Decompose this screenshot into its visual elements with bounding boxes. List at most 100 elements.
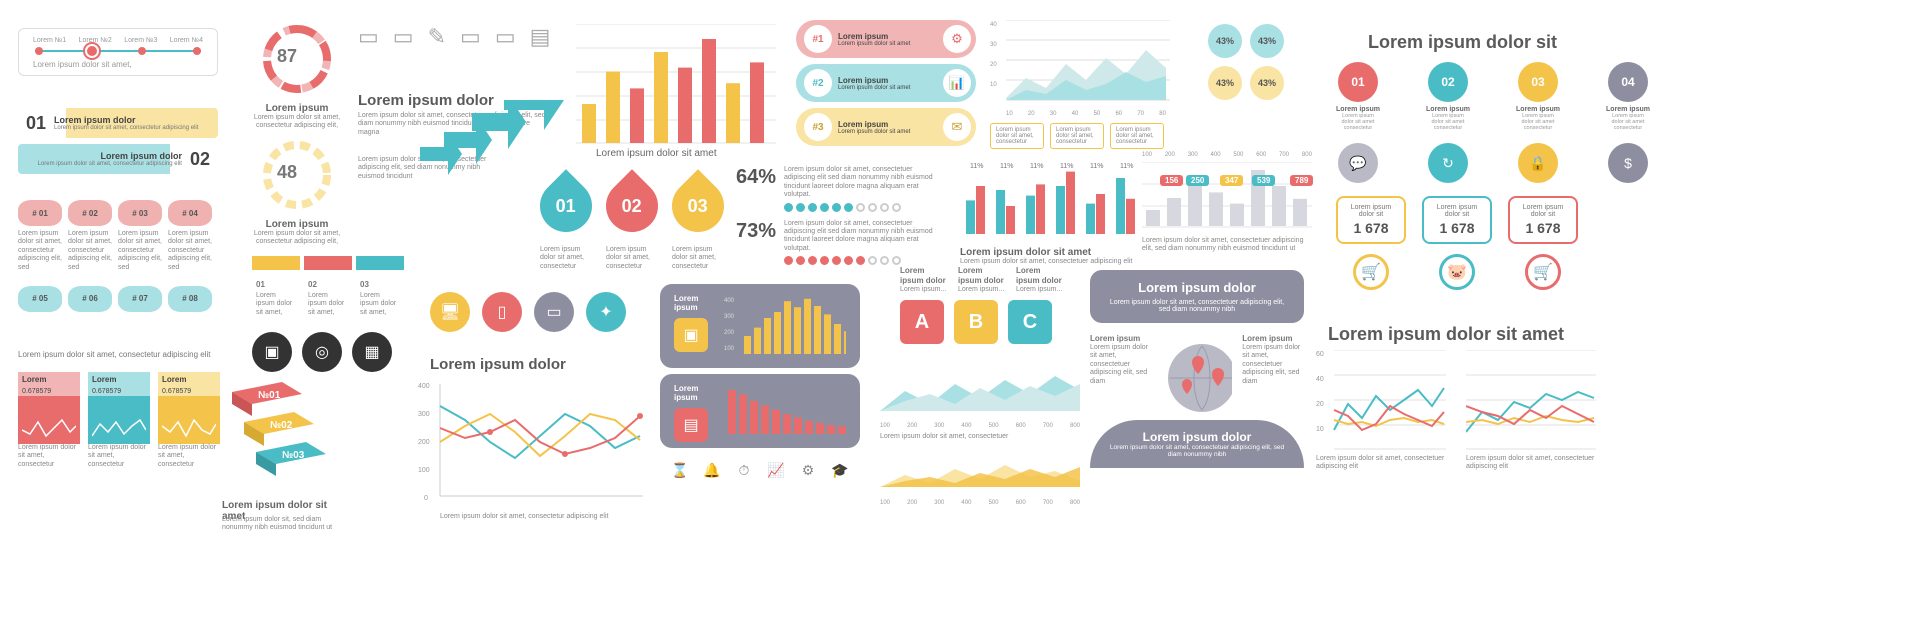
stopwatch-icon: ⏱ (734, 462, 754, 479)
svg-text:№02: №02 (270, 420, 293, 431)
notebook-icon: ▭ (393, 24, 414, 50)
bell-icon: 🔔 (702, 462, 722, 479)
dual-line-charts: 60402010 Lorem ipsum dolor sit amet, con… (1316, 350, 1596, 472)
money-icon: $ (1608, 143, 1648, 183)
mail-icon: ✉ (943, 113, 971, 141)
book-icon: ▭ (358, 24, 379, 50)
gauge-87: 87 Lorem ipsum Lorem ipsum dolor sit ame… (252, 24, 342, 131)
svg-text:40: 40 (1316, 376, 1324, 383)
svg-text:400: 400 (418, 383, 430, 390)
hand-icon: ✦ (586, 292, 626, 332)
cap-icon: 🎓 (830, 462, 850, 479)
pill-3[interactable]: #3 Lorem ipsumLorem ipsum dolor sit amet… (796, 108, 976, 146)
badge-briefcase-icon: ▦ (352, 332, 392, 372)
svg-text:200: 200 (418, 439, 430, 446)
badge-chart-icon: ▣ (252, 332, 292, 372)
gear-icon: ⚙ (798, 462, 818, 479)
svg-text:10: 10 (1316, 426, 1324, 433)
svg-text:100: 100 (724, 346, 735, 352)
id-icon: ▭ (534, 292, 574, 332)
dbl-area: 100200300400500600700800 Lorem ipsum dol… (880, 356, 1080, 506)
svg-text:20: 20 (1316, 401, 1324, 408)
svg-text:20: 20 (990, 62, 997, 68)
iso-block-1: №01 (232, 382, 302, 416)
pill-2[interactable]: #2 Lorem ipsumLorem ipsum dolor sit amet… (796, 64, 976, 102)
globe-block: Lorem ipsumLorem ipsum dolor sit amet, c… (1090, 334, 1304, 468)
timeline-line (35, 50, 201, 52)
svg-text:11%: 11% (1060, 163, 1074, 170)
pencil-icon: ✎ (428, 24, 446, 50)
pill-1[interactable]: #1 Lorem ipsumLorem ipsum dolor sit amet… (796, 20, 976, 58)
panel-bars: Lorem ipsum ▤ (660, 374, 860, 448)
pct-bubbles: 43% 43% 43% 43% (1208, 24, 1284, 100)
svg-text:100: 100 (418, 467, 430, 474)
svg-text:300: 300 (418, 411, 430, 418)
spark-card-2: Lorem 0.678579 Lorem ipsum dolor sit ame… (88, 372, 150, 469)
bar-grid (576, 24, 776, 149)
price-cards: Lorem ipsum dolor sit1 678 🛒 Lorem ipsum… (1336, 196, 1578, 290)
ribbon-02: 02 Lorem ipsum dolorLorem ipsum dolor si… (18, 144, 218, 174)
timeline-card: Lorem №1Lorem №2 Lorem №3Lorem №4 Lorem … (18, 28, 218, 76)
chat-icon: 💬 (1338, 143, 1378, 183)
chart-icon: 📊 (943, 69, 971, 97)
timeline-labels: Lorem №1Lorem №2 Lorem №3Lorem №4 (33, 37, 203, 44)
spark-card-1: Lorem 0.678579 Lorem ipsum dolor sit ame… (18, 372, 80, 469)
ribbon-01: 01 Lorem ipsum dolorLorem ipsum dolor si… (18, 108, 218, 138)
svg-text:11%: 11% (1090, 163, 1104, 170)
svg-text:№03: №03 (282, 450, 305, 461)
refresh-icon: ↻ (1428, 143, 1468, 183)
line-chart: 4003002001000 Lorem ipsum dolor sit amet… (418, 378, 648, 521)
title-bottom-right: Lorem ipsum dolor sit amet (1328, 324, 1564, 345)
spark-cards: Lorem 0.678579 Lorem ipsum dolor sit ame… (18, 372, 220, 469)
area-chart: 40302010 1020304050607080 Lorem ipsum do… (990, 20, 1170, 149)
drops: 01Lorem ipsum dolor sit amet, consectetu… (540, 180, 724, 271)
gauge-48: 48 Lorem ipsum Lorem ipsum dolor sit ame… (252, 140, 342, 247)
abc-block: Lorem ipsum dolorLorem ipsum... Lorem ip… (900, 266, 1080, 344)
panel-hist: Lorem ipsum ▣ 400300200100 (660, 284, 860, 368)
svg-text:200: 200 (724, 330, 735, 336)
svg-text:60: 60 (1316, 351, 1324, 358)
iso-blocks: №01 №02 №03 (222, 372, 342, 497)
pills: #1 Lorem ipsumLorem ipsum dolor sit amet… (796, 20, 976, 152)
iso-block-2: №02 (244, 412, 314, 446)
badge-row-color: 🖥 ▯ ▭ ✦ (430, 292, 626, 332)
fold-tabs: 01Lorem ipsum dolor sit amet, 02Lorem ip… (252, 256, 404, 322)
svg-text:10: 10 (990, 82, 997, 88)
bars-icon: ▤ (530, 24, 551, 50)
svg-text:№01: №01 (258, 390, 281, 401)
title-right: Lorem ipsum dolor sit (1368, 32, 1557, 53)
svg-text:300: 300 (724, 314, 735, 320)
timeline-caption: Lorem ipsum dolor sit amet, (33, 60, 203, 69)
svg-text:11%: 11% (1030, 163, 1044, 170)
steps-4: 01Lorem ipsumLorem ipsum dolor sit amet … (1336, 62, 1650, 183)
svg-text:11%: 11% (1000, 163, 1014, 170)
cart-icon: 🛒 (1353, 254, 1389, 290)
svg-text:0: 0 (424, 495, 428, 502)
badge-target-icon: ◎ (302, 332, 342, 372)
callout-chart: 100200300400500600700800 156250347539789… (1142, 152, 1312, 254)
svg-text:11%: 11% (1120, 163, 1134, 170)
svg-text:40: 40 (990, 22, 997, 28)
spark-caption: Lorem ipsum dolor sit amet, consectetur … (18, 350, 218, 360)
doc-icon: ▭ (460, 24, 481, 50)
svg-text:400: 400 (724, 298, 735, 304)
svg-text:30: 30 (990, 42, 997, 48)
monitor-icon: 🖥 (430, 292, 470, 332)
doc-icon: ▯ (482, 292, 522, 332)
cylinder-grid: # 01 # 02 # 03 # 04 Lorem ipsum dolor si… (18, 200, 212, 312)
ribbons: 01 Lorem ipsum dolorLorem ipsum dolor si… (18, 108, 218, 180)
linechart-title: Lorem ipsum dolor (430, 356, 566, 373)
hourglass-icon: ⌛ (670, 462, 690, 479)
badge-row-dark: ▣ ◎ ▦ (252, 332, 392, 372)
piggy-icon: 🐷 (1439, 254, 1475, 290)
grey-highlight: Lorem ipsum dolor Lorem ipsum dolor sit … (1090, 270, 1304, 323)
lock-icon: 🔒 (1518, 143, 1558, 183)
growth-icon: 📈 (766, 462, 786, 479)
small-icons: ⌛ 🔔 ⏱ 📈 ⚙ 🎓 (670, 462, 850, 479)
outline-icons: ▭▭✎ ▭▭▤ (358, 24, 550, 50)
spark-card-3: Lorem 0.678579 Lorem ipsum dolor sit ame… (158, 372, 220, 469)
cart-icon: 🛒 (1525, 254, 1561, 290)
grouped-bars: 11%11%11%11%11%11% Lorem ipsum dolor sit… (960, 158, 1140, 266)
pct-rows: 64% Lorem ipsum dolor sit amet, consecte… (736, 166, 976, 265)
bar-grid-caption: Lorem ipsum dolor sit amet (596, 148, 717, 159)
